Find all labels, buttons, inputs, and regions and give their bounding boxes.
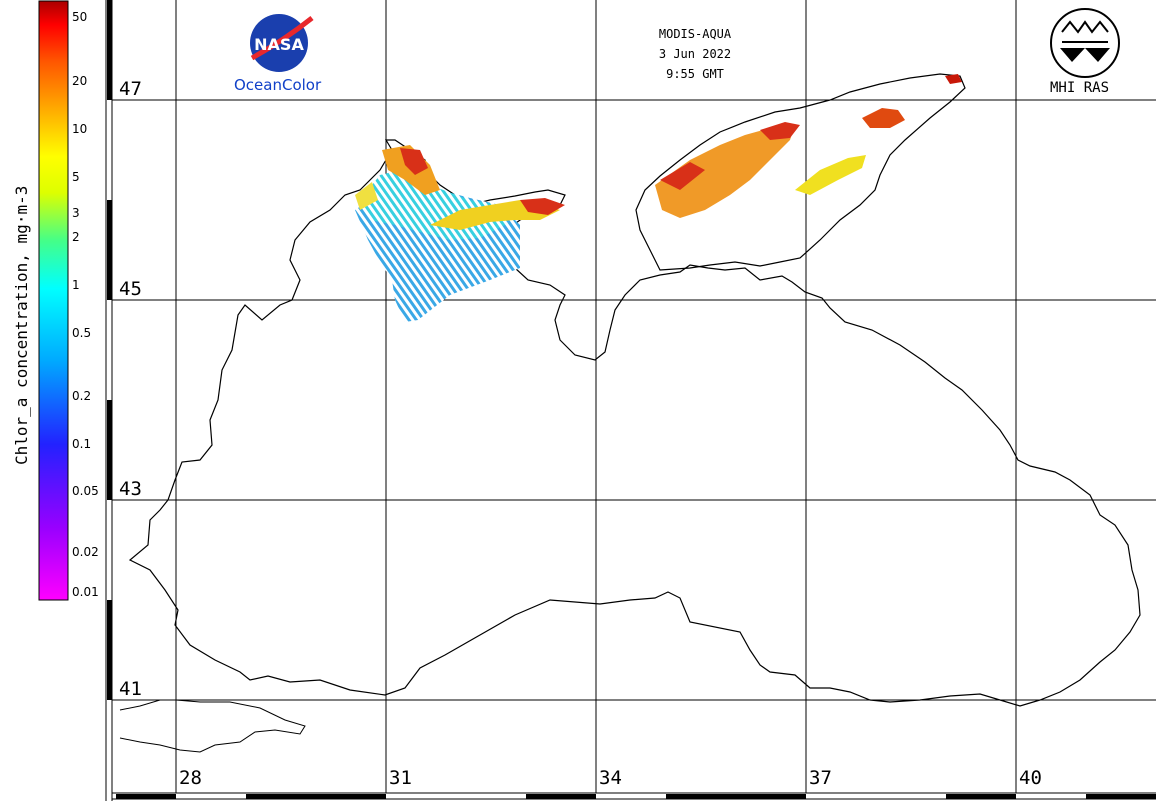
bottom-ruler <box>112 792 1156 800</box>
colorbar-tick-0.01: 0.01 <box>72 585 99 599</box>
colorbar-tick-50: 50 <box>72 10 88 24</box>
colorbar-tick-0.05: 0.05 <box>72 484 99 498</box>
black-sea-coastline <box>128 139 1141 707</box>
acquisition-info: MODIS-AQUA 3 Jun 2022 9:55 GMT <box>640 24 750 84</box>
colorbar-bar <box>38 0 69 601</box>
acquisition-date: 3 Jun 2022 <box>658 47 732 61</box>
lat-label-47: 47 <box>117 78 144 100</box>
lat-label-45: 45 <box>117 278 144 300</box>
lon-label-40: 40 <box>1017 767 1044 789</box>
nasa-logo-icon: NASA <box>250 14 314 72</box>
mhi-ras-label: MHI RAS <box>1050 80 1110 96</box>
chl-patch-nw-shelf <box>355 145 565 322</box>
svg-text:NASA: NASA <box>254 35 304 54</box>
colorbar-tick-2: 2 <box>72 230 80 244</box>
colorbar-tick-20: 20 <box>72 74 88 88</box>
azov-coastline <box>635 73 966 271</box>
colorbar-tick-0.5: 0.5 <box>72 326 92 340</box>
colorbar-tick-5: 5 <box>72 170 80 184</box>
colorbar-title: Chlor_a concentration, mg·m-3 <box>12 185 31 465</box>
mhi-ras-logo-icon <box>1050 8 1120 78</box>
left-ruler <box>105 0 113 801</box>
lat-label-43: 43 <box>117 478 144 500</box>
lon-label-28: 28 <box>177 767 204 789</box>
lat-label-41: 41 <box>117 678 144 700</box>
lon-label-34: 34 <box>597 767 624 789</box>
colorbar-tick-0.1: 0.1 <box>72 437 92 451</box>
colorbar-tick-3: 3 <box>72 206 80 220</box>
lon-label-37: 37 <box>807 767 834 789</box>
chl-patch-azov <box>655 74 962 218</box>
lat-lon-grid <box>112 0 1156 793</box>
acquisition-time: 9:55 GMT <box>666 67 724 81</box>
colorbar-tick-1: 1 <box>72 278 80 292</box>
colorbar-tick-0.2: 0.2 <box>72 389 92 403</box>
lon-label-31: 31 <box>387 767 414 789</box>
colorbar-tick-0.02: 0.02 <box>72 545 99 559</box>
colorbar-tick-10: 10 <box>72 122 88 136</box>
oceancolor-label: OceanColor <box>234 76 322 94</box>
marmara-coast <box>119 699 306 753</box>
sensor-name: MODIS-AQUA <box>658 27 732 41</box>
